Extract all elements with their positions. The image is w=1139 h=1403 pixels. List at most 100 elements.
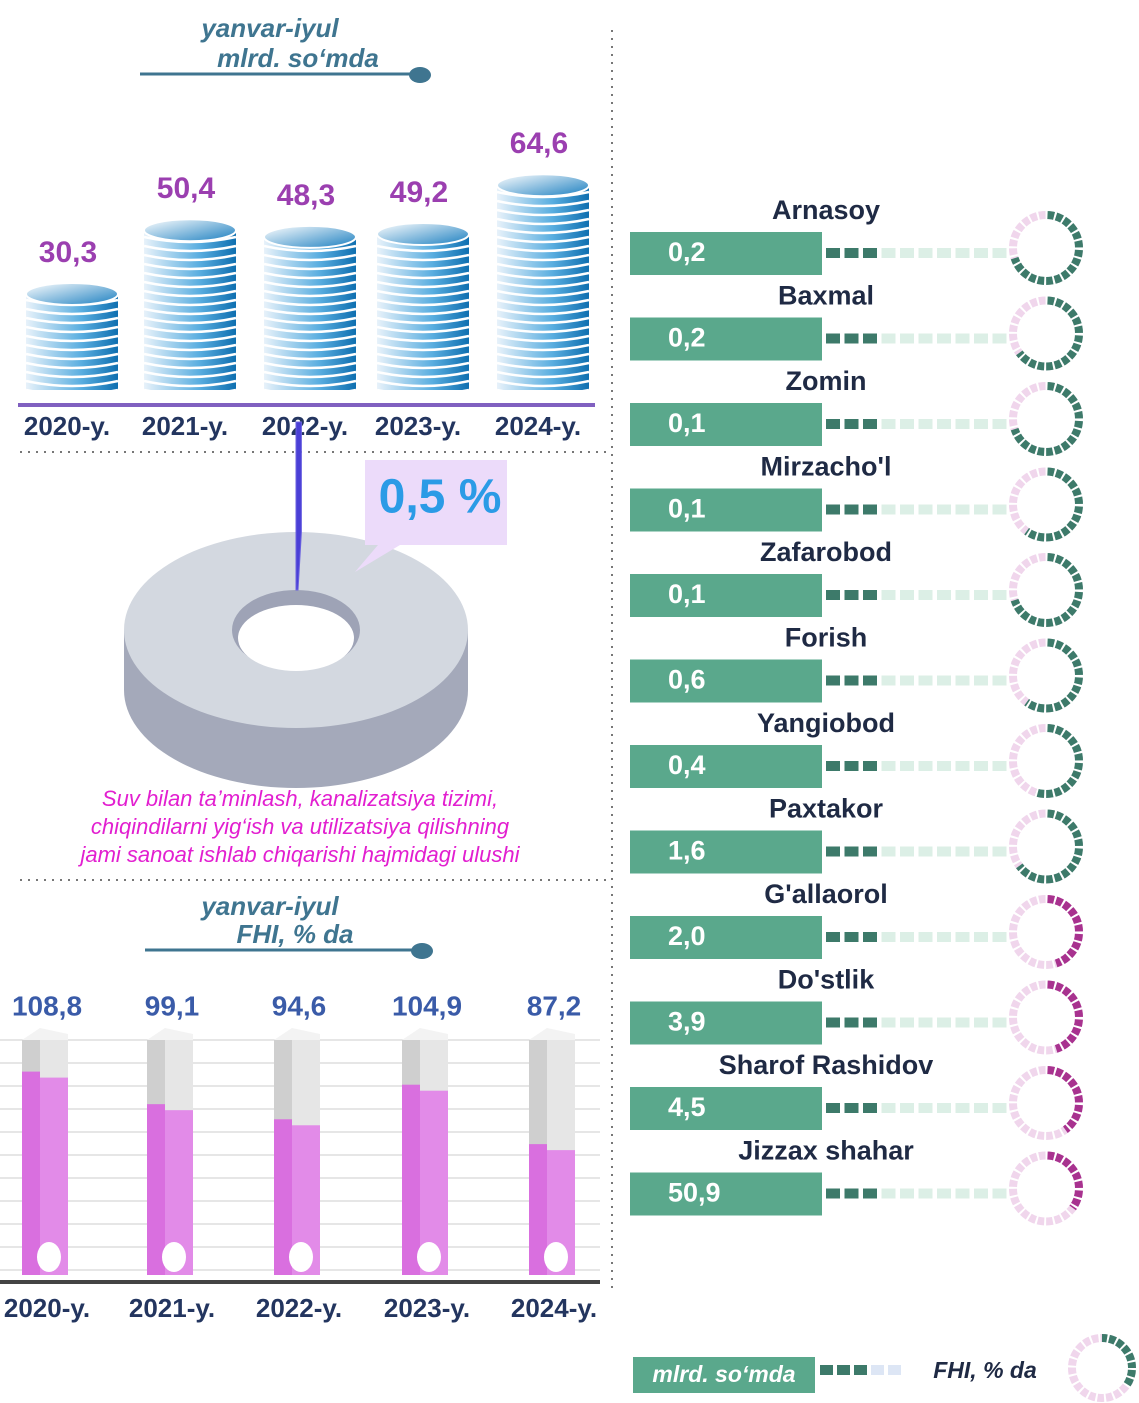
value-label: 4,5 bbox=[668, 1092, 706, 1122]
value-label: 0,1 bbox=[668, 408, 706, 438]
ring-seg bbox=[1008, 723, 1084, 799]
dash bbox=[844, 504, 859, 515]
coin-edge bbox=[143, 298, 237, 307]
dash bbox=[937, 333, 951, 344]
dash bbox=[918, 846, 933, 857]
ring-seg bbox=[1067, 1333, 1137, 1403]
dash bbox=[881, 846, 896, 857]
coin-edge bbox=[376, 370, 470, 379]
tube-bulb bbox=[162, 1242, 186, 1272]
coin-edge bbox=[143, 361, 237, 370]
district-name: G'allaorol bbox=[764, 879, 887, 909]
dash bbox=[992, 932, 1007, 942]
dash bbox=[955, 675, 970, 686]
coin-edge bbox=[496, 298, 590, 307]
header-dot bbox=[409, 67, 431, 83]
dash bbox=[863, 504, 877, 515]
dash bbox=[918, 1103, 933, 1113]
coin-top bbox=[143, 218, 237, 243]
coin-edge bbox=[263, 361, 357, 370]
dash bbox=[863, 761, 877, 771]
coin-edge bbox=[25, 334, 119, 343]
ring-seg bbox=[1008, 552, 1084, 628]
dash bbox=[881, 932, 896, 942]
dash bbox=[826, 761, 840, 771]
dash bbox=[826, 248, 840, 258]
coin-edge bbox=[496, 343, 590, 352]
dash bbox=[826, 1017, 840, 1028]
value-label: 1,6 bbox=[668, 836, 706, 866]
header-dot bbox=[411, 943, 433, 959]
coin-edge bbox=[25, 316, 119, 325]
coin-top bbox=[496, 173, 590, 198]
dash bbox=[974, 1017, 988, 1028]
dash bbox=[900, 248, 914, 258]
coin-edge bbox=[263, 298, 357, 307]
district-name: Forish bbox=[785, 623, 868, 653]
tube-cap bbox=[22, 1028, 68, 1040]
value-box bbox=[630, 232, 822, 275]
dash bbox=[992, 846, 1007, 857]
dash bbox=[881, 675, 896, 686]
tube-cap bbox=[147, 1028, 193, 1040]
coin-edge bbox=[376, 262, 470, 271]
x-tick-label: 2021-y. bbox=[129, 1293, 215, 1323]
dash bbox=[844, 419, 859, 429]
coin-edge bbox=[376, 253, 470, 262]
x-tick-label: 2023-y. bbox=[384, 1293, 470, 1323]
dash bbox=[918, 1017, 933, 1028]
coin-edge bbox=[143, 271, 237, 280]
district-name: Arnasoy bbox=[772, 195, 880, 225]
dash bbox=[974, 419, 988, 429]
coin-stack bbox=[496, 173, 590, 397]
ring-seg bbox=[1008, 295, 1084, 372]
dash bbox=[955, 590, 970, 600]
dash bbox=[863, 675, 877, 686]
dash bbox=[881, 504, 896, 515]
coin-edge bbox=[376, 289, 470, 298]
coin-edge bbox=[496, 253, 590, 262]
coin-edge bbox=[263, 352, 357, 361]
coin-edge bbox=[376, 298, 470, 307]
coin-edge bbox=[376, 343, 470, 352]
district-name: Mirzacho'l bbox=[761, 452, 892, 482]
x-tick-label: 2024-y. bbox=[495, 411, 581, 441]
dash bbox=[900, 333, 914, 344]
dash bbox=[992, 248, 1007, 258]
dash bbox=[918, 1188, 933, 1199]
value-label: 104,9 bbox=[392, 990, 462, 1021]
dash bbox=[863, 419, 877, 429]
coin-edge bbox=[263, 262, 357, 271]
value-label: 94,6 bbox=[272, 990, 327, 1021]
coin-edge bbox=[143, 379, 237, 388]
dash bbox=[974, 932, 988, 942]
coin-edge bbox=[496, 325, 590, 334]
dash bbox=[900, 590, 914, 600]
callout bbox=[355, 460, 507, 572]
dash bbox=[844, 333, 859, 344]
value-box bbox=[630, 916, 822, 959]
coin-edge bbox=[496, 289, 590, 298]
district-name: Paxtakor bbox=[769, 794, 884, 824]
coin-edge bbox=[25, 379, 119, 388]
coin-edge bbox=[263, 289, 357, 298]
coin-edge bbox=[376, 388, 470, 397]
dash bbox=[900, 675, 914, 686]
dash bbox=[937, 1017, 951, 1028]
coin-edge bbox=[143, 262, 237, 271]
value-label: 0,4 bbox=[668, 750, 706, 780]
header: FHI, % da bbox=[236, 919, 353, 949]
ring-seg bbox=[1008, 808, 1084, 885]
coin-edge bbox=[496, 199, 590, 208]
value-label: 30,3 bbox=[39, 236, 97, 269]
coin-edge bbox=[143, 325, 237, 334]
value-label: 50,4 bbox=[157, 172, 216, 205]
dash bbox=[863, 1188, 877, 1199]
coin-stack bbox=[25, 281, 119, 397]
value-label: 0,2 bbox=[668, 323, 706, 353]
dash bbox=[900, 1103, 914, 1113]
coin-edge bbox=[143, 253, 237, 262]
dash bbox=[826, 1103, 840, 1113]
district-name: Zomin bbox=[786, 366, 867, 396]
dash bbox=[900, 1017, 914, 1028]
